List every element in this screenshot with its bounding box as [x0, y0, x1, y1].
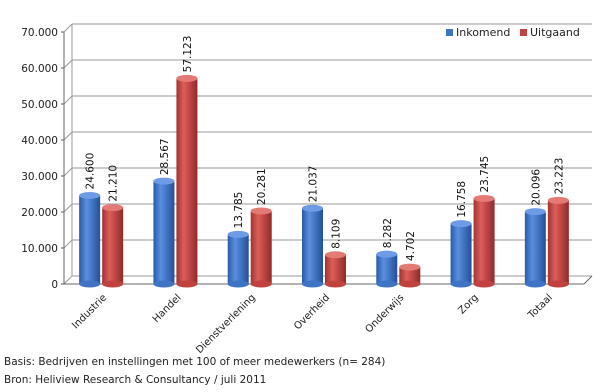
data-label: 20.281 [256, 168, 268, 205]
bar-top [547, 196, 569, 204]
bar-uitgaand-industrie [102, 207, 124, 284]
x-tick-label: Zorg [456, 292, 480, 316]
x-tick-label: Handel [151, 292, 184, 325]
bar-top [302, 204, 323, 212]
bar-top [102, 204, 124, 212]
data-label: 23.745 [479, 156, 491, 193]
bar-inkomend-overheid [302, 208, 323, 284]
gridlines [63, 23, 592, 285]
legend-swatch-uitgaand [520, 29, 527, 36]
legend: Inkomend Uitgaand [446, 26, 580, 39]
y-tick-label: 60.000 [21, 63, 58, 75]
data-label: 57.123 [182, 36, 194, 73]
bar-inkomend-totaal [524, 211, 546, 284]
bar-base [153, 280, 175, 288]
bar-top [79, 191, 101, 199]
gridline-diagonal [63, 59, 73, 69]
bar-uitgaand-handel [176, 78, 198, 284]
bar-base [376, 280, 398, 288]
y-tick-label: 40.000 [21, 135, 58, 147]
gridline-diagonal [63, 275, 73, 285]
bar-uitgaand-overheid [325, 254, 346, 284]
x-tick-label: Industrie [70, 292, 109, 331]
bar-top [153, 177, 175, 185]
x-tick-label: Overheid [292, 292, 332, 332]
y-tick-label: 10.000 [21, 243, 58, 255]
bar-top [176, 74, 198, 82]
x-tick-label: Totaal [526, 292, 555, 321]
gridline-diagonal [63, 95, 73, 105]
bar-base [302, 280, 323, 288]
data-label: 21.037 [308, 166, 320, 203]
bar-inkomend-zorg [450, 223, 472, 284]
gridline-diagonal [63, 131, 73, 141]
data-label: 20.096 [530, 169, 542, 206]
bar-top [376, 250, 398, 258]
data-label: 24.600 [85, 153, 97, 190]
bar-uitgaand-dienstverlening [250, 210, 272, 284]
data-labels: 24.600 21.210 28.567 57.123 13.785 20.281 21.0… [85, 36, 566, 261]
bar-base [524, 280, 546, 288]
y-tick-label: 70.000 [21, 27, 58, 39]
bar-base [227, 280, 249, 288]
data-label: 8.109 [331, 219, 343, 249]
data-label: 21.210 [108, 165, 120, 202]
gridline-diagonal [63, 167, 73, 177]
x-tick-label: Dienstverlening [194, 292, 258, 356]
legend-label-inkomend: Inkomend [456, 26, 510, 39]
bar-top [227, 230, 249, 238]
bars [79, 74, 569, 288]
bar-base [176, 280, 198, 288]
gridline-diagonal [63, 239, 73, 249]
footnote-basis: Basis: Bedrijven en instellingen met 100… [4, 356, 386, 368]
bar-base [399, 280, 421, 288]
bar-inkomend-onderwijs [376, 254, 398, 284]
gridline-diagonal [63, 23, 73, 33]
bar-top [250, 207, 272, 215]
y-tick-label: 30.000 [21, 171, 58, 183]
bar-base [102, 280, 124, 288]
bar-base [450, 280, 472, 288]
bar-uitgaand-zorg [473, 198, 495, 284]
data-label: 16.758 [456, 181, 468, 218]
bar-top [399, 263, 421, 271]
bar-top [473, 195, 495, 203]
gridline-diagonal [63, 203, 73, 213]
footnote-source: Bron: Heliview Research & Consultancy / … [4, 374, 267, 386]
bar-inkomend-industrie [79, 195, 101, 284]
bar-top [524, 208, 546, 216]
y-tick-label: 0 [51, 279, 58, 291]
data-label: 4.702 [405, 231, 417, 261]
bar-top [325, 251, 346, 259]
bar-uitgaand-onderwijs [399, 267, 421, 284]
bar-base [250, 280, 272, 288]
bar-base [325, 280, 346, 288]
x-tick-label: Onderwijs [363, 292, 406, 335]
bar-inkomend-dienstverlening [227, 234, 249, 284]
bar-base [547, 280, 569, 288]
y-tick-label: 20.000 [21, 207, 58, 219]
y-tick-label: 50.000 [21, 99, 58, 111]
bar-inkomend-handel [153, 181, 175, 284]
data-label: 28.567 [159, 138, 171, 175]
data-label: 8.282 [382, 218, 394, 248]
bar-base [79, 280, 101, 288]
bar-uitgaand-totaal [547, 200, 569, 284]
data-label: 13.785 [233, 192, 245, 229]
bar-base [473, 280, 495, 288]
data-label: 23.223 [553, 158, 565, 195]
bar-top [450, 220, 472, 228]
legend-swatch-inkomend [446, 29, 453, 36]
legend-label-uitgaand: Uitgaand [530, 26, 580, 39]
x-axis-edge [583, 275, 593, 285]
